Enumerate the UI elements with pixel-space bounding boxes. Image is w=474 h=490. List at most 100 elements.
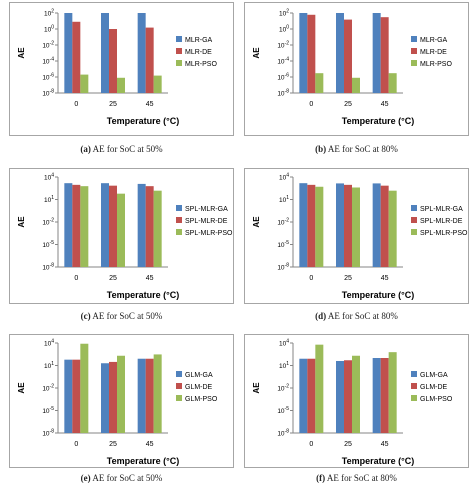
bar	[299, 183, 308, 267]
x-axis-label: Temperature (°C)	[107, 456, 179, 466]
y-tick-label: 10-2	[42, 218, 54, 227]
legend-label: SPL-MLR-DE	[420, 218, 463, 225]
y-tick-label: 10-8	[277, 89, 289, 98]
y-axis-label: AE	[17, 382, 26, 394]
bar	[307, 184, 316, 267]
y-tick-label: 10-6	[277, 73, 289, 82]
bar	[80, 186, 89, 267]
caption-letter: (c)	[80, 311, 91, 321]
chart-frame: 104 101 10-2 10-5 10-8 AE 0 25 45 Temperature (°C…	[244, 334, 469, 468]
caption-letter: (f)	[316, 473, 326, 483]
y-tick-label: 10-8	[42, 89, 54, 98]
chart-svg: 102 100 10-2 10-4 10-6 10-8 AE 0 25 45 Temperature…	[252, 9, 452, 127]
bar	[344, 184, 352, 267]
y-tick-label: 102	[44, 9, 54, 18]
legend-swatch	[411, 48, 417, 54]
bar	[64, 183, 73, 267]
legend-swatch	[176, 36, 182, 42]
bar	[336, 360, 344, 433]
y-tick-label: 10-2	[277, 384, 289, 393]
caption-text: AE for SoC at 50%	[92, 473, 163, 483]
bar	[153, 354, 162, 433]
bar	[380, 17, 389, 93]
bar	[388, 352, 397, 433]
y-axis-label: AE	[252, 47, 261, 59]
bar	[117, 77, 125, 93]
x-tick-label: 25	[344, 441, 352, 448]
y-tick-label: 104	[44, 339, 54, 348]
chart-frame: 104 101 10-2 10-5 10-8 AE 0 25 45 Temperature (°C…	[9, 168, 234, 304]
bar	[344, 19, 352, 93]
chart-panel-c: 104 101 10-2 10-5 10-8 AE 0 25 45 Temperature (°C…	[9, 168, 234, 326]
chart-frame: 102 100 10-2 10-4 10-6 10-8 AE 0 25 45 Temperature…	[9, 2, 234, 136]
y-tick-label: 10-2	[42, 41, 54, 50]
y-tick-label: 10-5	[277, 240, 289, 249]
legend-swatch	[411, 229, 417, 235]
legend-swatch	[176, 48, 182, 54]
legend-swatch	[411, 36, 417, 42]
chart-svg: 104 101 10-2 10-5 10-8 AE 0 25 45 Temperature (°C…	[17, 339, 218, 467]
caption: (e) AE for SoC at 50%	[9, 473, 234, 483]
caption-letter: (e)	[80, 473, 91, 483]
x-tick-label: 45	[381, 275, 389, 282]
caption: (f) AE for SoC at 80%	[244, 473, 469, 483]
bar	[145, 358, 154, 433]
y-axis-label: AE	[17, 47, 26, 59]
x-tick-label: 45	[146, 275, 154, 282]
x-tick-label: 0	[74, 275, 78, 282]
x-axis-label: Temperature (°C)	[107, 116, 179, 126]
y-tick-label: 10-5	[42, 406, 54, 415]
x-axis-label: Temperature (°C)	[107, 290, 179, 300]
bar	[101, 363, 109, 433]
bar	[352, 77, 360, 93]
caption: (d) AE for SoC at 80%	[244, 311, 469, 321]
y-tick-label: 10-8	[42, 263, 54, 272]
legend-label: MLR-DE	[420, 49, 447, 56]
bar	[64, 359, 73, 433]
bar	[137, 358, 146, 433]
y-tick-label: 100	[44, 25, 54, 34]
legend-label: SPL-MLR-PSO	[185, 230, 233, 237]
chart-panel-e: 104 101 10-2 10-5 10-8 AE 0 25 45 Temperature (°C…	[9, 334, 234, 488]
y-tick-label: 104	[279, 173, 289, 182]
bar	[72, 359, 81, 433]
x-tick-label: 25	[109, 101, 117, 108]
bar	[307, 14, 316, 94]
x-tick-label: 0	[74, 101, 78, 108]
x-tick-label: 25	[109, 275, 117, 282]
y-tick-label: 10-2	[277, 218, 289, 227]
y-tick-label: 101	[279, 195, 289, 204]
caption-letter: (a)	[80, 144, 91, 154]
x-tick-label: 0	[74, 441, 78, 448]
x-tick-label: 0	[309, 275, 313, 282]
chart-svg: 104 101 10-2 10-5 10-8 AE 0 25 45 Temperature (°C…	[17, 173, 233, 301]
legend-swatch	[411, 395, 417, 401]
y-tick-label: 10-4	[42, 57, 54, 66]
bar	[137, 183, 146, 267]
legend-label: MLR-PSO	[420, 61, 452, 68]
bar	[117, 355, 125, 433]
legend-label: MLR-DE	[185, 49, 212, 56]
y-tick-label: 10-4	[277, 57, 289, 66]
bar	[315, 344, 324, 433]
legend-swatch	[411, 371, 417, 377]
y-tick-label: 10-5	[277, 406, 289, 415]
legend-label: SPL-MLR-PSO	[420, 230, 468, 237]
legend-swatch	[176, 371, 182, 377]
y-tick-label: 100	[279, 25, 289, 34]
x-tick-label: 25	[344, 101, 352, 108]
legend-swatch	[176, 383, 182, 389]
bar	[64, 13, 73, 93]
caption-text: AE for SoC at 80%	[327, 311, 398, 321]
y-tick-label: 101	[44, 195, 54, 204]
x-tick-label: 45	[381, 441, 389, 448]
y-tick-label: 10-8	[277, 429, 289, 438]
chart-frame: 102 100 10-2 10-4 10-6 10-8 AE 0 25 45 Temperature…	[244, 2, 469, 136]
y-tick-label: 101	[44, 361, 54, 370]
bar	[72, 21, 81, 93]
chart-svg: 104 101 10-2 10-5 10-8 AE 0 25 45 Temperature (°C…	[252, 173, 468, 301]
bar	[352, 187, 360, 267]
chart-frame: 104 101 10-2 10-5 10-8 AE 0 25 45 Temperature (°C…	[9, 334, 234, 468]
y-tick-label: 10-5	[42, 240, 54, 249]
bar	[315, 73, 324, 93]
